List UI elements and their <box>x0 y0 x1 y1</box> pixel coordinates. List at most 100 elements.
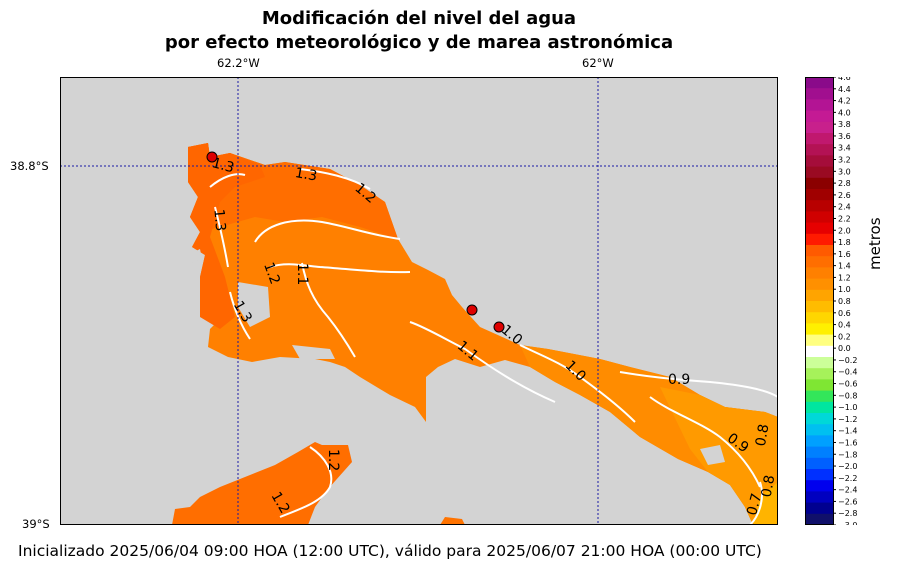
colorbar-swatch <box>805 379 833 392</box>
colorbar-swatch <box>805 110 833 123</box>
colorbar-tick-label: −2.2 <box>838 474 857 483</box>
contour-0-9 <box>619 371 778 398</box>
colorbar-tick-label: 1.0 <box>838 285 851 294</box>
contour-label: 0.9 <box>668 372 690 388</box>
contour-1-0 <box>519 344 636 423</box>
contour-1-3-lower <box>229 291 251 340</box>
colorbar-tick-label: 4.0 <box>838 108 851 117</box>
estuary-main <box>188 143 778 525</box>
land-notch-1 <box>188 249 202 263</box>
colorbar-tick-label: −0.8 <box>838 391 857 400</box>
colorbar-swatch <box>805 155 833 168</box>
colorbar-swatch <box>805 357 833 369</box>
colorbar-swatch <box>805 233 833 246</box>
colorbar-tick-label: 0.2 <box>838 332 851 341</box>
contour-1-1-a <box>269 263 411 274</box>
colorbar-tick-label: 1.2 <box>838 273 851 282</box>
lat-label-38-8s: 38.8°S <box>10 159 49 173</box>
colorbar-tick-label: 2.6 <box>838 191 851 200</box>
contour-0-9-b <box>649 396 761 488</box>
contour-label: 1.2 <box>325 449 341 471</box>
colorbar-swatch <box>805 334 833 347</box>
colorbar-swatch <box>805 368 833 380</box>
stations <box>206 151 505 333</box>
water-level-map: 1.3 1.3 1.2 1.3 1.2 1.1 1.3 1.1 1.0 1.0 … <box>60 77 778 525</box>
colorbar-tick-label: 0.0 <box>838 344 851 353</box>
contour-label: 0.8 <box>753 423 773 448</box>
colorbar-swatch <box>805 513 833 525</box>
map-title-line2: por efecto meteorológico y de marea astr… <box>164 32 674 53</box>
colorbar-tick-label: 2.2 <box>838 214 851 223</box>
colorbar-tick-label: 3.6 <box>838 132 851 141</box>
contour-1-1-b <box>301 262 356 358</box>
colorbar-tick-label: −1.8 <box>838 450 857 459</box>
contour-label: 0.7 <box>744 492 765 518</box>
zone-1-3 <box>188 143 265 329</box>
colorbar-tick-label: 3.8 <box>838 120 851 129</box>
zone-1-0 <box>520 345 778 525</box>
colorbar-swatch <box>805 245 833 257</box>
colorbar-tick-label: 4.2 <box>838 97 851 106</box>
station-marker[interactable] <box>466 304 478 316</box>
colorbar-swatch <box>805 301 833 313</box>
colorbar-tick-label: −1.2 <box>838 415 857 424</box>
colorbar-swatch <box>805 390 833 403</box>
colorbar-blocks <box>805 77 833 525</box>
lower-water-small <box>440 517 465 525</box>
colorbar-swatch <box>805 424 833 436</box>
colorbar-swatch <box>805 469 833 481</box>
zone-0-7 <box>753 482 778 525</box>
colorbar-swatch <box>805 345 833 358</box>
colorbar-swatch <box>805 166 833 179</box>
colorbar-tick-label: −1.0 <box>838 403 857 412</box>
land-notch-2 <box>238 282 270 327</box>
colorbar-tick-label: −2.8 <box>838 509 857 518</box>
colorbar-tick-label: 2.8 <box>838 179 851 188</box>
colorbar-tick-label: 0.6 <box>838 309 851 318</box>
colorbar-tick-label: 1.4 <box>838 262 851 271</box>
colorbar-tick-label: −0.2 <box>838 356 857 365</box>
colorbar-swatch <box>805 502 833 515</box>
colorbar-tick-label: 3.2 <box>838 156 851 165</box>
colorbar-tick-label: −2.6 <box>838 497 857 506</box>
colorbar-tick-label: −1.6 <box>838 438 857 447</box>
colorbar-tick-label: 1.8 <box>838 238 851 247</box>
colorbar-tick-label: 2.0 <box>838 226 851 235</box>
colorbar-tick-label: 4.4 <box>838 85 851 94</box>
colorbar-swatch <box>805 177 833 190</box>
colorbar-tick-label: 3.0 <box>838 167 851 176</box>
colorbar-swatch <box>805 133 833 145</box>
map-title-line1: Modificación del nivel del agua <box>261 8 577 29</box>
contour-label: 1.2 <box>260 260 283 286</box>
colorbar-swatch <box>805 446 833 459</box>
contour-0-8 <box>749 481 763 525</box>
land-notch-4 <box>292 345 335 359</box>
contour-1-1-c <box>409 321 556 403</box>
contour-1-2 <box>254 219 401 243</box>
colorbar-tick-label: −2.4 <box>838 486 857 495</box>
colorbar-swatch <box>805 457 833 470</box>
colorbar-swatch <box>805 289 833 302</box>
colorbar-tick-label: −1.4 <box>838 427 857 436</box>
lower-water <box>172 442 352 525</box>
contour-label: 1.1 <box>294 263 310 285</box>
land-notch-3 <box>700 445 725 465</box>
colorbar-unit-label: metros <box>866 217 884 270</box>
colorbar-tick-label: 4.6 <box>838 77 851 82</box>
contour-1-2-lower <box>279 446 333 518</box>
colorbar-ticks: 4.6 4.4 4.2 4.0 3.8 3.6 3.4 3.2 3.0 2.8 2.6 2.4 2.2 2… <box>833 77 857 525</box>
colorbar-swatch <box>805 189 833 201</box>
colorbar-swatch <box>805 121 833 134</box>
station-marker[interactable] <box>206 151 218 163</box>
colorbar-swatch <box>805 278 833 291</box>
station-marker[interactable] <box>493 321 505 333</box>
colorbar-swatch <box>805 99 833 112</box>
colorbar-swatch <box>805 88 833 100</box>
contour-lines <box>209 168 778 525</box>
colorbar-tick-label: 0.4 <box>838 321 851 330</box>
lat-label-39s: 39°S <box>22 517 50 531</box>
contour-label: 1.3 <box>210 155 236 176</box>
colorbar-tick-label: −0.4 <box>838 368 857 377</box>
contour-label: 0.8 <box>759 474 778 499</box>
colorbar-swatch <box>805 200 833 212</box>
